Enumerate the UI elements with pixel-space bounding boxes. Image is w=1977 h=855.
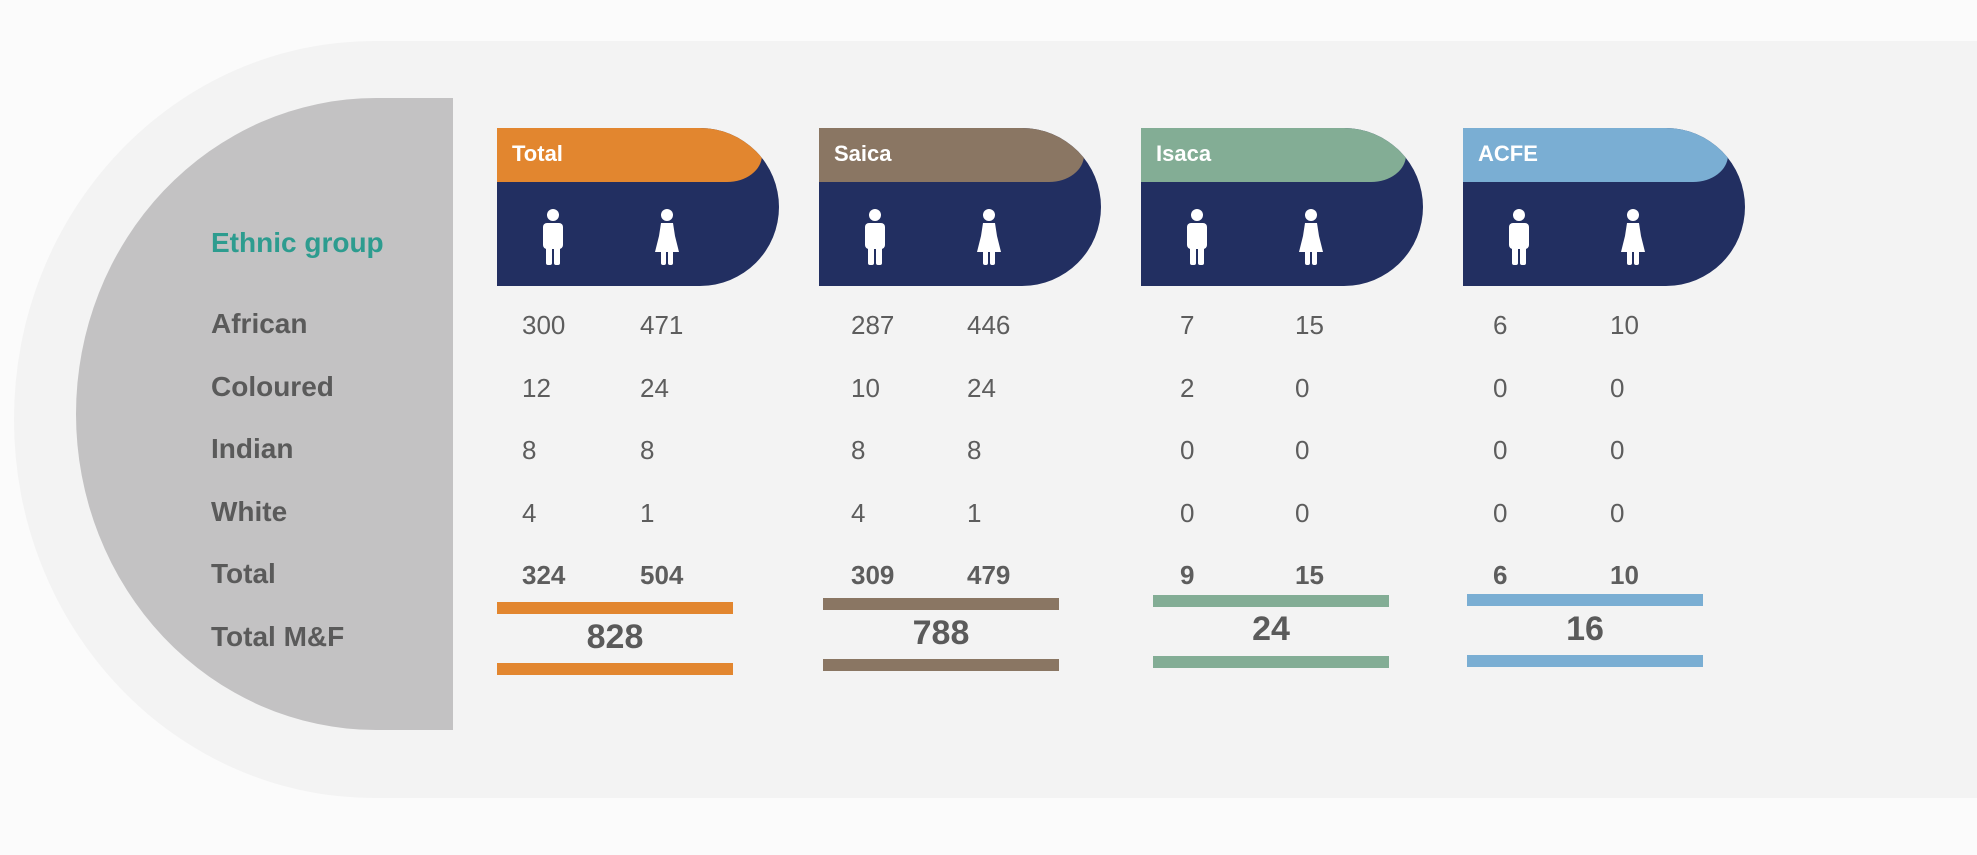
total-cell: 504 xyxy=(640,560,684,590)
group-tab: Saica xyxy=(819,128,1084,182)
value-cell: 2 xyxy=(1180,373,1195,403)
total-mf-value: 828 xyxy=(586,618,644,656)
value-cell: 0 xyxy=(1493,435,1508,465)
value-cell: 0 xyxy=(1295,498,1310,528)
group-acfe: ACFE 6 10 0 0 0 0 0 0 6 10 16 xyxy=(1463,128,1748,688)
divider-bar xyxy=(1467,655,1703,667)
divider-bar xyxy=(1467,594,1703,606)
group-name: ACFE xyxy=(1478,141,1538,166)
value-cell: 24 xyxy=(640,373,669,403)
divider-bar xyxy=(497,663,733,675)
total-cell: 324 xyxy=(522,560,566,590)
value-cell: 12 xyxy=(522,373,551,403)
value-cell: 0 xyxy=(1180,498,1195,528)
value-cell: 15 xyxy=(1295,310,1324,340)
value-cell: 8 xyxy=(640,435,655,465)
group-header-card: Saica xyxy=(819,128,1101,286)
row-label-coloured: Coloured xyxy=(211,371,334,402)
value-cell: 0 xyxy=(1610,498,1625,528)
group-name: Isaca xyxy=(1156,141,1212,166)
value-cell: 0 xyxy=(1295,373,1310,403)
row-label-indian: Indian xyxy=(211,433,294,464)
row-label-white: White xyxy=(211,496,288,527)
value-cell: 446 xyxy=(967,310,1011,340)
divider-bar xyxy=(823,598,1059,610)
total-cell: 6 xyxy=(1493,560,1508,590)
value-cell: 8 xyxy=(851,435,866,465)
row-label-total: Total xyxy=(211,558,276,589)
value-cell: 8 xyxy=(522,435,537,465)
value-cell: 0 xyxy=(1295,435,1310,465)
female-icon xyxy=(1298,208,1324,266)
value-cell: 0 xyxy=(1493,373,1508,403)
row-label-african: African xyxy=(211,308,308,339)
group-name: Saica xyxy=(834,141,892,166)
group-header-card: ACFE xyxy=(1463,128,1745,286)
value-cell: 7 xyxy=(1180,310,1195,340)
total-mf-value: 788 xyxy=(912,614,970,652)
total-cell: 9 xyxy=(1180,560,1195,590)
value-cell: 287 xyxy=(851,310,895,340)
male-icon xyxy=(862,208,888,266)
female-icon xyxy=(1620,208,1646,266)
group-tab: Total xyxy=(497,128,762,182)
value-cell: 8 xyxy=(967,435,982,465)
divider-bar xyxy=(497,602,733,614)
value-cell: 0 xyxy=(1180,435,1195,465)
group-total: Total 300 471 12 24 8 8 4 1 324 504 828 xyxy=(497,128,782,688)
male-icon xyxy=(1506,208,1532,266)
total-cell: 10 xyxy=(1610,560,1639,590)
total-cell: 15 xyxy=(1295,560,1324,590)
value-cell: 1 xyxy=(967,498,982,528)
group-header-card: Isaca xyxy=(1141,128,1423,286)
female-icon xyxy=(976,208,1002,266)
value-cell: 4 xyxy=(522,498,537,528)
value-cell: 10 xyxy=(1610,310,1639,340)
group-isaca: Isaca 7 15 2 0 0 0 0 0 9 15 24 xyxy=(1141,128,1426,688)
male-icon xyxy=(540,208,566,266)
value-cell: 4 xyxy=(851,498,866,528)
value-cell: 6 xyxy=(1493,310,1508,340)
divider-bar xyxy=(1153,656,1389,668)
female-icon xyxy=(654,208,680,266)
value-cell: 24 xyxy=(967,373,996,403)
divider-bar xyxy=(823,659,1059,671)
total-mf-value: 16 xyxy=(1566,610,1604,648)
value-cell: 1 xyxy=(640,498,655,528)
divider-bar xyxy=(1153,595,1389,607)
value-cell: 300 xyxy=(522,310,566,340)
total-mf-value: 24 xyxy=(1252,610,1290,648)
group-tab: ACFE xyxy=(1463,128,1728,182)
value-cell: 0 xyxy=(1493,498,1508,528)
value-cell: 0 xyxy=(1610,435,1625,465)
value-cell: 471 xyxy=(640,310,684,340)
group-tab: Isaca xyxy=(1141,128,1406,182)
value-cell: 10 xyxy=(851,373,880,403)
row-header-title: Ethnic group xyxy=(211,227,384,258)
group-name: Total xyxy=(512,141,563,166)
group-saica: Saica 287 446 10 24 8 8 4 1 309 479 788 xyxy=(819,128,1104,688)
row-label-total-mf: Total M&F xyxy=(211,621,345,652)
total-cell: 479 xyxy=(967,560,1011,590)
group-header-card: Total xyxy=(497,128,779,286)
total-cell: 309 xyxy=(851,560,895,590)
value-cell: 0 xyxy=(1610,373,1625,403)
male-icon xyxy=(1184,208,1210,266)
